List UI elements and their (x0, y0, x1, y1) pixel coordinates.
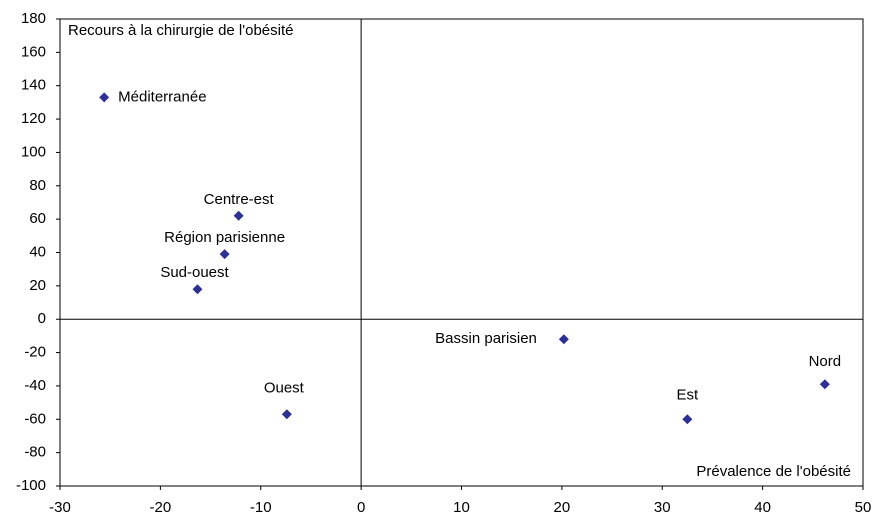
point-label: Centre-est (204, 191, 275, 208)
y-tick-label: 80 (29, 177, 46, 194)
x-tick-label: 20 (554, 499, 571, 516)
x-tick-label: -30 (49, 499, 71, 516)
point-label: Nord (809, 353, 842, 370)
x-tick-label: 30 (654, 499, 671, 516)
x-tick-label: 40 (754, 499, 771, 516)
data-point (219, 249, 230, 260)
x-tick-label: 0 (357, 499, 365, 516)
x-tick-label: 10 (453, 499, 470, 516)
x-tick-label: -20 (150, 499, 172, 516)
x-tick-label: -10 (250, 499, 272, 516)
y-tick-label: 20 (29, 277, 46, 294)
data-point (192, 284, 203, 295)
y-tick-label: 40 (29, 243, 46, 260)
point-label: Sud-ouest (160, 264, 229, 281)
y-axis-label: Recours à la chirurgie de l'obésité (68, 22, 293, 39)
data-point (281, 409, 292, 420)
point-label: Méditerranée (118, 88, 206, 105)
y-tick-label: 160 (21, 43, 46, 60)
y-tick-label: -100 (16, 477, 46, 494)
x-tick-label: 50 (855, 499, 872, 516)
data-point (819, 379, 830, 390)
x-axis-label: Prévalence de l'obésité (696, 463, 851, 480)
data-point (99, 92, 110, 103)
data-point (682, 414, 693, 425)
y-tick-label: -40 (24, 377, 46, 394)
y-tick-label: 60 (29, 210, 46, 227)
point-label: Est (677, 386, 700, 403)
y-tick-label: 120 (21, 110, 46, 127)
point-label: Région parisienne (164, 229, 285, 246)
data-point (233, 210, 244, 221)
y-tick-label: 100 (21, 143, 46, 160)
y-tick-label: 180 (21, 10, 46, 27)
point-label: Bassin parisien (435, 330, 537, 347)
y-tick-label: 0 (38, 310, 46, 327)
point-label: Ouest (264, 379, 305, 396)
y-tick-label: -60 (24, 410, 46, 427)
data-point (558, 334, 569, 345)
y-tick-label: -80 (24, 444, 46, 461)
y-tick-label: -20 (24, 344, 46, 361)
y-tick-label: 140 (21, 77, 46, 94)
